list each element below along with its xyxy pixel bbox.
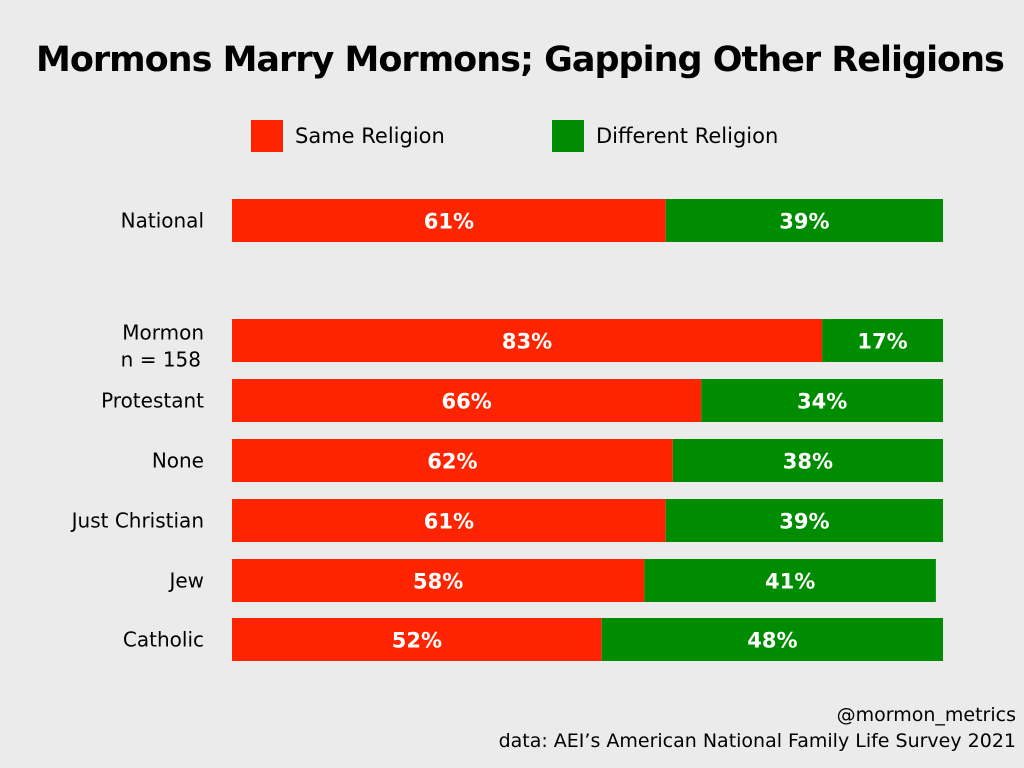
data-label-none-different-religion: 38% bbox=[783, 450, 833, 474]
bar-protestant-different-religion bbox=[701, 379, 943, 422]
data-label-just-christian-different-religion: 39% bbox=[779, 510, 829, 534]
category-label-none: None bbox=[152, 449, 204, 473]
legend-swatch-same-religion bbox=[251, 120, 283, 152]
data-label-catholic-same-religion: 52% bbox=[392, 629, 442, 653]
bar-catholic-same-religion bbox=[232, 618, 602, 661]
bar-mormon-different-religion bbox=[822, 319, 943, 362]
author-handle: @mormon_metrics bbox=[836, 704, 1016, 726]
chart-title: Mormons Marry Mormons; Gapping Other Rel… bbox=[36, 40, 1005, 80]
data-label-jew-same-religion: 58% bbox=[413, 570, 463, 594]
data-label-just-christian-same-religion: 61% bbox=[424, 510, 474, 534]
legend-label-same-religion: Same Religion bbox=[295, 124, 445, 148]
legend-label-different-religion: Different Religion bbox=[596, 124, 779, 148]
category-label-national: National bbox=[121, 209, 204, 233]
data-label-protestant-different-religion: 34% bbox=[797, 390, 847, 414]
data-label-mormon-different-religion: 17% bbox=[857, 330, 907, 354]
data-label-protestant-same-religion: 66% bbox=[441, 390, 491, 414]
category-label-catholic: Catholic bbox=[123, 628, 204, 652]
data-label-national-same-religion: 61% bbox=[424, 210, 474, 234]
data-label-jew-different-religion: 41% bbox=[765, 570, 815, 594]
bar-jew-different-religion bbox=[644, 559, 936, 602]
category-label-protestant: Protestant bbox=[101, 389, 204, 413]
category-label-jew: Jew bbox=[167, 569, 204, 593]
chart-legend: Same Religion Different Religion bbox=[0, 119, 1024, 153]
bar-none-same-religion bbox=[232, 439, 673, 482]
category-label-mormon: Mormon n = 158 bbox=[121, 321, 204, 372]
legend-item-different-religion: Different Religion bbox=[552, 119, 778, 153]
bar-national-same-religion bbox=[232, 199, 666, 242]
bar-protestant-same-religion bbox=[232, 379, 702, 422]
legend-item-same-religion: Same Religion bbox=[251, 119, 445, 153]
bar-none-different-religion bbox=[672, 439, 943, 482]
bar-just-christian-different-religion bbox=[665, 499, 943, 542]
data-label-catholic-different-religion: 48% bbox=[747, 629, 797, 653]
legend-swatch-different-religion bbox=[552, 120, 584, 152]
category-label-just-christian: Just Christian bbox=[70, 509, 204, 533]
data-label-mormon-same-religion: 83% bbox=[502, 330, 552, 354]
data-source-note: data: AEI’s American National Family Lif… bbox=[498, 730, 1016, 752]
bar-just-christian-same-religion bbox=[232, 499, 666, 542]
data-label-none-same-religion: 62% bbox=[427, 450, 477, 474]
bar-mormon-same-religion bbox=[232, 319, 823, 362]
data-label-national-different-religion: 39% bbox=[779, 210, 829, 234]
bar-jew-same-religion bbox=[232, 559, 645, 602]
bar-national-different-religion bbox=[665, 199, 943, 242]
bar-catholic-different-religion bbox=[601, 618, 943, 661]
